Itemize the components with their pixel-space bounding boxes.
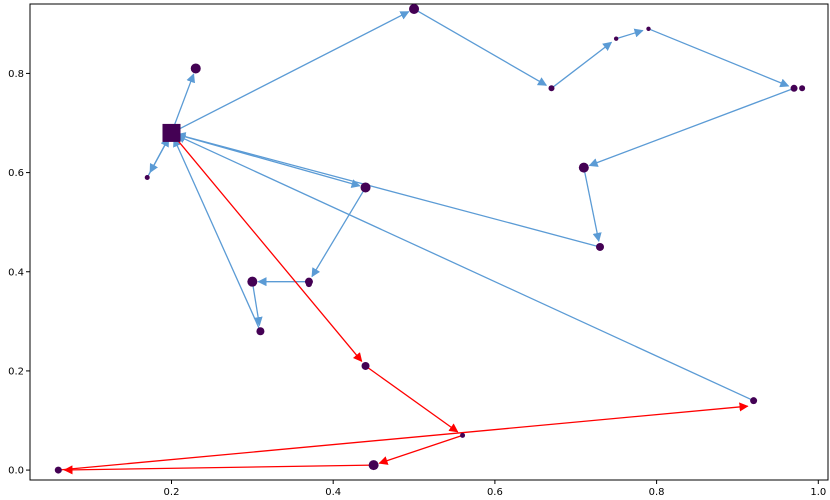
y-tick-label: 0.0 (8, 466, 24, 477)
x-tick-label: 0.6 (487, 487, 503, 498)
route-1-edge (172, 11, 410, 133)
route-1-edge (583, 169, 602, 242)
customer-point (613, 36, 619, 41)
y-tick-label: 0.6 (8, 168, 24, 179)
customer-point (750, 397, 758, 405)
plot-area (29, 3, 829, 481)
y-axis: 0.0 0.2 0.4 0.6 0.8 (8, 69, 30, 477)
route-2-edge (63, 464, 372, 475)
route-1-edge (147, 137, 170, 177)
customer-point (190, 63, 201, 74)
route-1-edge (252, 283, 263, 327)
customer-point (360, 182, 371, 193)
customer-point (368, 460, 379, 471)
customer-point (144, 175, 150, 181)
customer-point (578, 162, 589, 173)
customer-point (460, 432, 466, 438)
route-1-edge (173, 132, 361, 188)
customer-point (247, 276, 258, 287)
customer-point (799, 85, 806, 92)
customer-point (256, 327, 265, 336)
x-tick-label: 0.8 (649, 487, 665, 498)
x-tick-label: 0.4 (325, 487, 341, 498)
route-1-edge (173, 137, 261, 330)
customer-point (305, 281, 312, 288)
customer-point (361, 361, 370, 370)
route-2-edge (172, 134, 363, 363)
x-tick-label: 0.2 (164, 487, 180, 498)
y-tick-label: 0.4 (8, 267, 24, 278)
route-1-edge (617, 28, 644, 39)
route-1-edge (650, 28, 790, 88)
x-tick-label: 1.0 (810, 487, 826, 498)
route-points (54, 3, 806, 474)
route-1-edge (415, 9, 548, 86)
route-1-edge (171, 73, 196, 132)
route-1-edge (176, 134, 753, 401)
customer-point (54, 466, 62, 474)
route-1-edge (176, 132, 599, 248)
route-2-edge (60, 402, 749, 471)
y-tick-label: 0.2 (8, 366, 24, 377)
customer-point (409, 3, 420, 14)
customer-point (646, 26, 651, 31)
route-1-edge (588, 88, 793, 167)
customer-point (596, 242, 604, 251)
route-1-edge (311, 188, 366, 278)
customer-point (548, 85, 555, 92)
route-2-edge (378, 435, 461, 465)
route-1-edge (552, 41, 613, 88)
x-axis: 0.2 0.4 0.6 0.8 1.0 (164, 480, 826, 498)
y-tick-label: 0.8 (8, 69, 24, 80)
route-edges (60, 9, 793, 475)
depot-marker (162, 123, 181, 142)
route-2-edge (366, 366, 459, 433)
customer-point (790, 84, 798, 92)
